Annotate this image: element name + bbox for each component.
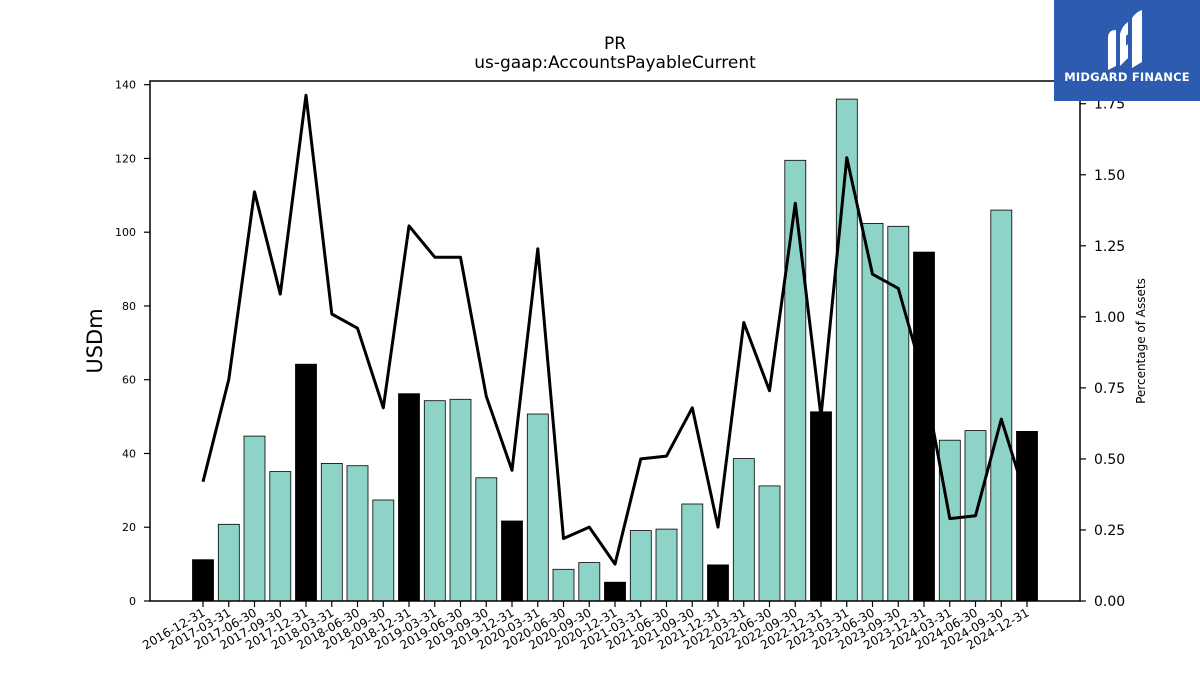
bar-2018-03-31 [320, 462, 343, 602]
bar-2021-06-30 [655, 528, 678, 602]
bar-2022-06-30 [758, 485, 781, 602]
x-axis: 2016-12-312017-03-312017-06-302017-09-30… [140, 601, 1032, 652]
bar-2020-09-30 [578, 562, 601, 602]
midgard-logo-mark-icon [1108, 10, 1142, 70]
bar-2021-09-30 [681, 503, 704, 602]
bar-2024-12-31 [1016, 430, 1038, 602]
y2-tick-label: 0.50 [1094, 452, 1125, 468]
left-axis: 0 20 40 60 80 100 120 140 [115, 79, 150, 608]
bar-2019-06-30 [449, 398, 472, 602]
bar-2016-12-31 [192, 559, 214, 602]
bar-2017-09-30 [269, 471, 292, 602]
bar-2022-12-31 [810, 411, 832, 602]
bar-2017-12-31 [295, 363, 317, 602]
bar-2023-06-30 [861, 222, 884, 602]
bar-2019-03-31 [423, 400, 446, 602]
chart-subtitle: us-gaap:AccountsPayableCurrent [474, 53, 756, 73]
y-tick-label: 140 [115, 79, 136, 92]
bar-2017-06-30 [243, 435, 266, 602]
percentage-line [201, 93, 1029, 566]
bar-2022-03-31 [732, 458, 755, 602]
y-tick-label: 40 [122, 447, 136, 460]
logo-text: MIDGARD FINANCE [1064, 70, 1190, 84]
y-tick-label: 60 [122, 374, 136, 387]
y2-tick-label: 1.25 [1094, 239, 1125, 255]
bar-2018-09-30 [372, 499, 395, 602]
chart-title: PR [604, 34, 626, 54]
bar-2023-03-31 [835, 98, 858, 602]
right-axis: 0.000.250.500.751.001.251.501.75 [1080, 97, 1125, 610]
bar-2018-12-31 [398, 393, 420, 602]
bar-2023-09-30 [887, 225, 910, 602]
y2-tick-label: 1.50 [1094, 168, 1125, 184]
y-tick-label: 80 [122, 300, 136, 313]
y2-axis-label: Percentage of Assets [1134, 278, 1148, 404]
bar-2017-03-31 [217, 523, 240, 602]
y-tick-label: 20 [122, 521, 136, 534]
y2-tick-label: 0.75 [1094, 381, 1125, 397]
y-axis-label: USDm [83, 308, 107, 373]
bar-2021-03-31 [629, 530, 652, 602]
bar-2020-06-30 [552, 568, 575, 602]
bar-2019-09-30 [475, 477, 498, 602]
bar-2019-12-31 [501, 520, 523, 602]
y2-tick-label: 0.00 [1094, 594, 1125, 610]
bars-layer [192, 98, 1038, 602]
bar-2024-09-30 [990, 209, 1013, 602]
bar-2020-03-31 [526, 413, 549, 602]
y2-tick-label: 1.00 [1094, 310, 1125, 326]
bar-2020-12-31 [604, 581, 626, 602]
bar-2024-03-31 [938, 439, 961, 602]
bar-2022-09-30 [784, 159, 807, 602]
bar-2018-06-30 [346, 465, 369, 602]
y-tick-label: 0 [129, 595, 136, 608]
bar-2021-12-31 [707, 564, 729, 602]
y-tick-label: 100 [115, 226, 136, 239]
y-tick-label: 120 [115, 152, 136, 165]
midgard-logo: MIDGARD FINANCE [1054, 0, 1200, 101]
y2-tick-label: 0.25 [1094, 523, 1125, 539]
